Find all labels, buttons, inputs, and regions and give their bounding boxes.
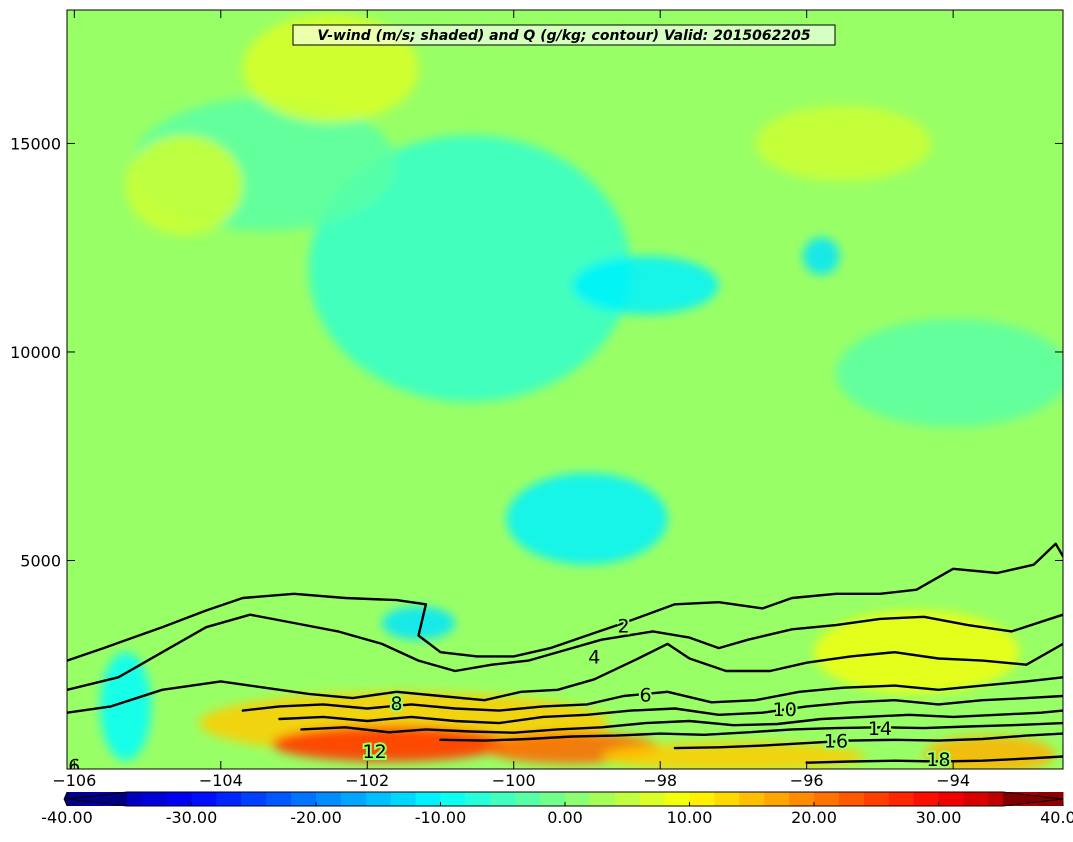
contour-line-q4 <box>67 613 1063 691</box>
y-tick-label: 15000 <box>10 134 61 153</box>
colorbar-bin <box>614 792 641 806</box>
contour-label: 8 <box>391 693 403 715</box>
colorbar-bin <box>465 792 491 806</box>
colorbar-bin <box>241 792 267 806</box>
contour-line-q12 <box>300 709 1063 734</box>
shaded-region <box>755 105 932 181</box>
x-tick-label: −94 <box>936 771 970 790</box>
contour-line-q14 <box>439 721 1063 742</box>
colorbar-bin <box>415 792 441 806</box>
colorbar-bin <box>340 792 367 806</box>
colorbar-bin <box>365 792 392 806</box>
contour-label: 18 <box>926 749 950 771</box>
x-tick-label: −96 <box>790 771 824 790</box>
colorbar-bin <box>963 792 989 806</box>
colorbar-bin <box>266 792 292 806</box>
colorbar-bin <box>166 792 192 806</box>
colorbar-bin <box>390 792 417 806</box>
colorbar-bin <box>938 792 964 806</box>
colorbar-bin <box>714 792 740 806</box>
shaded-region <box>572 256 719 315</box>
x-tick-label: −104 <box>199 771 243 790</box>
colorbar-bin <box>141 792 168 806</box>
shaded-region <box>272 726 507 762</box>
colorbar-tick-label: 20.00 <box>791 808 837 827</box>
contour-line-q2 <box>67 542 1063 662</box>
colorbar-bin <box>589 792 616 806</box>
x-tick-label: −102 <box>345 771 389 790</box>
colorbar-bin <box>764 792 790 806</box>
plot-frame <box>66 9 1064 770</box>
colorbar-tick-label: -40.00 <box>41 808 93 827</box>
colorbar-bin <box>440 792 466 806</box>
contour-label: 10 <box>773 699 797 721</box>
colorbar-tick-label: -30.00 <box>166 808 218 827</box>
contour-line-q16 <box>673 732 1063 750</box>
contour-label: 12 <box>362 741 386 763</box>
shaded-region <box>506 472 668 565</box>
chart-title: V-wind (m/s; shaded) and Q (g/kg; contou… <box>317 28 810 44</box>
contour-line-q8 <box>241 676 1063 712</box>
colorbar-outline <box>66 791 1064 807</box>
colorbar-tick-label: -10.00 <box>415 808 467 827</box>
contour-label: 16 <box>824 730 848 752</box>
x-tick-label: −98 <box>643 771 677 790</box>
colorbar-bin <box>913 792 939 806</box>
chart-title-background <box>292 24 836 46</box>
colorbar: -40.00 -30.00 -20.00 -10.00 0.00 10.00 20.00 30… <box>41 791 1073 827</box>
shaded-region <box>601 741 866 769</box>
colorbar-bin <box>515 792 541 806</box>
shaded-region <box>125 135 243 236</box>
colorbar-bin <box>191 792 217 806</box>
colorbar-bin <box>689 792 715 806</box>
colorbar-bin <box>565 792 591 806</box>
contour-field <box>67 542 1063 764</box>
contour-line-q18 <box>805 755 1063 764</box>
colorbar-tick-label: -20.00 <box>290 808 342 827</box>
shaded-region <box>381 606 456 640</box>
colorbar-tick-label: 30.00 <box>916 808 962 827</box>
colorbar-bin <box>863 792 890 806</box>
colorbar-extend-max-arrow <box>1003 792 1063 806</box>
y-tick-label: 5000 <box>20 551 61 570</box>
colorbar-bin <box>814 792 840 806</box>
contour-label: 2 <box>618 616 630 638</box>
shaded-region <box>308 135 631 403</box>
shaded-region <box>814 610 1020 694</box>
y-axis: 5000 10000 15000 <box>10 134 1063 570</box>
colorbar-bin <box>540 792 566 806</box>
shaded-field <box>67 10 1063 769</box>
y-tick-label: 10000 <box>10 343 61 362</box>
chart-title-box: V-wind (m/s; shaded) and Q (g/kg; contou… <box>292 24 836 46</box>
colorbar-tick-label: 40.00 <box>1040 808 1073 827</box>
colorbar-bin <box>838 792 865 806</box>
colorbar-bin <box>291 792 317 806</box>
shaded-region <box>836 318 1063 428</box>
colorbar-bin <box>789 792 815 806</box>
contour-label: 4 <box>588 647 600 669</box>
colorbar-bin <box>316 792 342 806</box>
contour-label: 6 <box>640 685 652 707</box>
contour-line-q10 <box>278 694 1063 725</box>
colorbar-bin <box>664 792 690 806</box>
colorbar-tick-label: 10.00 <box>667 808 713 827</box>
colorbar-bin <box>216 792 242 806</box>
colorbar-tick-label: 0.00 <box>547 808 583 827</box>
x-axis: −106 −104 −102 −100 −98 −96 −94 <box>52 10 970 790</box>
contour-label: 14 <box>868 718 892 740</box>
contour-line-q6 <box>67 642 1063 714</box>
colorbar-bin <box>888 792 915 806</box>
colorbar-bin <box>490 792 516 806</box>
x-tick-label: −106 <box>52 771 96 790</box>
x-tick-label: −100 <box>492 771 536 790</box>
colorbar-bin <box>639 792 666 806</box>
colorbar-bin <box>739 792 765 806</box>
colorbar-extend-min-arrow <box>67 792 127 806</box>
shaded-region <box>803 237 840 275</box>
